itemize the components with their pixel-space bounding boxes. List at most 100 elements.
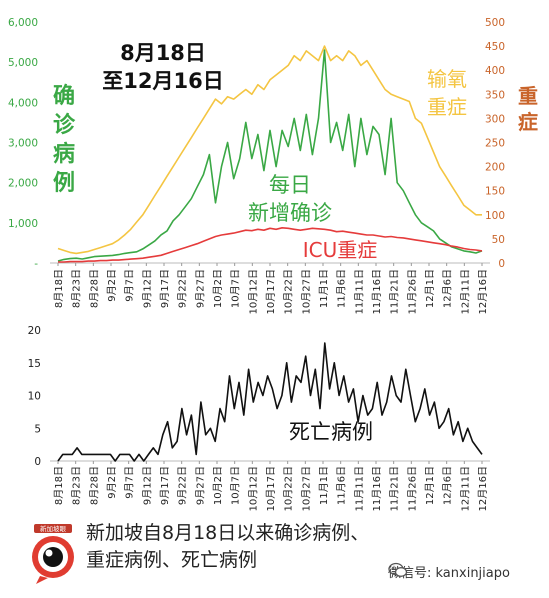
y-left-tick-label: 1,000 bbox=[8, 218, 38, 230]
series-line-输氧重症 bbox=[57, 45, 482, 255]
logo-text: 新加坡眼 bbox=[40, 524, 67, 533]
x2-tick-label: 8月23日 bbox=[71, 466, 83, 505]
y-left-tick-label: - bbox=[34, 258, 38, 270]
annotation-daily-line-1: 每日 bbox=[269, 173, 311, 197]
x2-tick-label: 12月11日 bbox=[459, 466, 471, 511]
x-tick-group: 9月2日 bbox=[106, 466, 118, 499]
left-axis-label-char: 病 bbox=[53, 141, 75, 167]
x-tick-group: 9月27日 bbox=[194, 269, 206, 308]
series-line-每日新增确诊 bbox=[57, 49, 483, 262]
x-tick-group: 10月27日 bbox=[300, 466, 312, 511]
x-tick-label: 9月7日 bbox=[124, 269, 136, 302]
x-tick-group: 8月23日 bbox=[71, 466, 83, 505]
y-left-tick-label: 3,000 bbox=[8, 138, 38, 150]
series-line-死亡病例 bbox=[57, 342, 483, 462]
x-tick-group: 9月27日 bbox=[194, 466, 206, 505]
x-tick-group: 12月11日 bbox=[459, 466, 471, 511]
y-left-tick-label: 6,000 bbox=[8, 17, 38, 29]
y-right-tick-label: 0 bbox=[498, 258, 505, 270]
x2-tick-label: 11月1日 bbox=[318, 466, 330, 505]
x2-tick-label: 12月6日 bbox=[442, 466, 454, 505]
wechat-credit: 微信号: kanxinjiapo bbox=[388, 562, 510, 581]
x-tick-label: 9月27日 bbox=[194, 269, 206, 308]
x2-tick-label: 11月16日 bbox=[371, 466, 383, 511]
x-tick-group: 11月1日 bbox=[318, 269, 330, 308]
x-tick-label: 10月2日 bbox=[212, 269, 224, 308]
x-tick-group: 10月12日 bbox=[247, 269, 259, 314]
y-right-tick-label: 300 bbox=[485, 113, 505, 125]
y2-tick-label: 15 bbox=[28, 358, 41, 370]
x-tick-label: 11月21日 bbox=[389, 269, 401, 314]
x-tick-group: 10月7日 bbox=[230, 466, 242, 505]
x-tick-group: 9月7日 bbox=[124, 466, 136, 499]
right-axis-label-severe-char: 症 bbox=[518, 110, 538, 134]
x-tick-group: 11月1日 bbox=[318, 466, 330, 505]
y-right-tick-label: 150 bbox=[485, 186, 505, 198]
x-tick-label: 9月17日 bbox=[159, 269, 171, 308]
x-tick-group: 10月2日 bbox=[212, 466, 224, 505]
x-tick-label: 9月12日 bbox=[141, 269, 153, 308]
x-tick-group: 12月11日 bbox=[459, 269, 471, 314]
x-tick-group: 11月16日 bbox=[371, 269, 383, 314]
x-tick-group: 9月17日 bbox=[159, 269, 171, 308]
x-tick-label: 8月18日 bbox=[53, 269, 65, 308]
x-tick-group: 11月16日 bbox=[371, 466, 383, 511]
x-tick-group: 12月6日 bbox=[442, 269, 454, 308]
x2-tick-label: 10月27日 bbox=[300, 466, 312, 511]
x-tick-group: 10月2日 bbox=[212, 269, 224, 308]
x-tick-group: 9月12日 bbox=[141, 269, 153, 308]
x2-tick-label: 8月18日 bbox=[53, 466, 65, 505]
wechat-icon bbox=[388, 562, 408, 577]
x-tick-label: 10月7日 bbox=[230, 269, 242, 308]
left-axis-label-char: 确 bbox=[53, 83, 75, 109]
x2-tick-label: 10月7日 bbox=[230, 466, 242, 505]
left-axis-label-char: 诊 bbox=[53, 112, 76, 138]
x-tick-group: 11月11日 bbox=[353, 269, 365, 314]
x2-tick-label: 12月1日 bbox=[424, 466, 436, 505]
x-tick-group: 8月23日 bbox=[71, 269, 83, 308]
x-tick-group: 10月7日 bbox=[230, 269, 242, 308]
y-right-tick-label: 100 bbox=[485, 210, 505, 222]
x2-tick-label: 11月11日 bbox=[353, 466, 365, 511]
logo-eye-icon: 新加坡眼 bbox=[32, 524, 74, 584]
x-tick-group: 11月26日 bbox=[406, 466, 418, 511]
x2-tick-label: 9月2日 bbox=[106, 466, 118, 499]
x-tick-label: 12月11日 bbox=[459, 269, 471, 314]
right-axis-label-severe-char: 重 bbox=[518, 84, 538, 108]
x-tick-group: 10月17日 bbox=[265, 466, 277, 511]
x2-tick-label: 8月28日 bbox=[88, 466, 100, 505]
y-right-tick-label: 200 bbox=[485, 162, 505, 174]
x-tick-group: 10月17日 bbox=[265, 269, 277, 314]
x-tick-group: 9月7日 bbox=[124, 269, 136, 302]
x2-tick-label: 9月22日 bbox=[177, 466, 189, 505]
x-tick-group: 8月18日 bbox=[53, 466, 65, 505]
x-tick-group: 11月21日 bbox=[389, 466, 401, 511]
x2-tick-label: 9月27日 bbox=[194, 466, 206, 505]
x-tick-label: 9月2日 bbox=[106, 269, 118, 302]
y-left-tick-label: 2,000 bbox=[8, 178, 38, 190]
y-right-tick-label: 50 bbox=[492, 234, 505, 246]
x-tick-group: 9月2日 bbox=[106, 269, 118, 302]
x-tick-label: 10月22日 bbox=[283, 269, 295, 314]
x-tick-label: 12月6日 bbox=[442, 269, 454, 308]
x-tick-label: 12月1日 bbox=[424, 269, 436, 308]
x-tick-group: 12月1日 bbox=[424, 269, 436, 308]
x-tick-label: 10月12日 bbox=[247, 269, 259, 314]
y-right-tick-label: 450 bbox=[485, 41, 505, 53]
x-tick-label: 11月26日 bbox=[406, 269, 418, 314]
series-line-ICU重症 bbox=[58, 227, 483, 263]
x-tick-label: 10月17日 bbox=[265, 269, 277, 314]
x-tick-group: 11月6日 bbox=[336, 466, 348, 505]
x-tick-label: 10月27日 bbox=[300, 269, 312, 314]
y-left-tick-label: 5,000 bbox=[8, 57, 38, 69]
right-axis-label-oxygen-line-1: 输氧 bbox=[427, 67, 467, 91]
x-tick-label: 8月28日 bbox=[88, 269, 100, 308]
y-left-tick-label: 4,000 bbox=[8, 97, 38, 109]
y-right-tick-label: 350 bbox=[485, 89, 505, 101]
x-tick-label: 12月16日 bbox=[477, 269, 489, 314]
x-tick-group: 9月12日 bbox=[141, 466, 153, 505]
x2-tick-label: 11月26日 bbox=[406, 466, 418, 511]
caption-line-1: 新加坡自8月18日以来确诊病例、 bbox=[86, 522, 370, 544]
wechat-label: 微信号: kanxinjiapo bbox=[388, 566, 510, 581]
caption: 新加坡自8月18日以来确诊病例、 重症病例、死亡病例 bbox=[86, 520, 406, 574]
